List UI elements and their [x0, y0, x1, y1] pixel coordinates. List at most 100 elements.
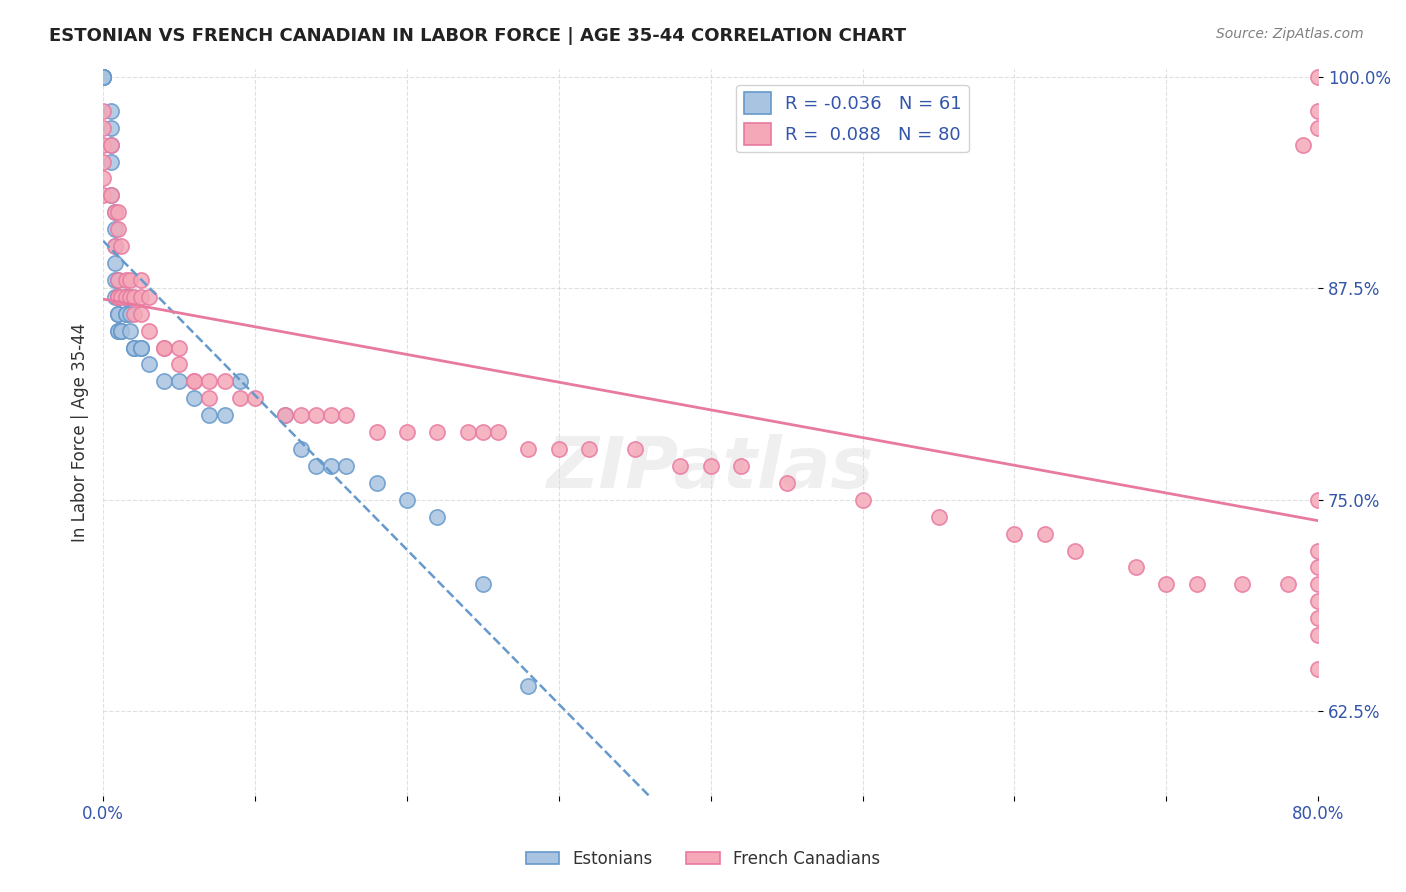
Point	[91, 120, 114, 135]
Point	[129, 341, 152, 355]
Point	[699, 458, 721, 473]
Point	[129, 273, 152, 287]
Point	[107, 273, 129, 287]
Point	[1308, 628, 1330, 642]
Point	[623, 442, 645, 456]
Point	[183, 375, 205, 389]
Point	[335, 458, 357, 473]
Point	[107, 290, 129, 304]
Point	[1292, 137, 1315, 152]
Point	[167, 341, 190, 355]
Point	[120, 273, 142, 287]
Point	[115, 290, 138, 304]
Point	[319, 409, 342, 423]
Point	[1277, 577, 1299, 591]
Point	[107, 290, 129, 304]
Point	[274, 409, 297, 423]
Point	[122, 290, 145, 304]
Point	[1308, 103, 1330, 118]
Point	[471, 425, 494, 439]
Point	[100, 154, 122, 169]
Point	[107, 307, 129, 321]
Point	[305, 409, 328, 423]
Point	[214, 375, 236, 389]
Point	[107, 324, 129, 338]
Point	[1308, 560, 1330, 574]
Point	[104, 205, 127, 219]
Point	[91, 70, 114, 84]
Point	[1156, 577, 1178, 591]
Point	[100, 188, 122, 202]
Point	[578, 442, 600, 456]
Point	[229, 375, 252, 389]
Point	[115, 273, 138, 287]
Point	[1125, 560, 1147, 574]
Point	[100, 137, 122, 152]
Point	[104, 205, 127, 219]
Point	[107, 307, 129, 321]
Point	[167, 358, 190, 372]
Point	[122, 307, 145, 321]
Point	[120, 290, 142, 304]
Point	[214, 409, 236, 423]
Text: ESTONIAN VS FRENCH CANADIAN IN LABOR FORCE | AGE 35-44 CORRELATION CHART: ESTONIAN VS FRENCH CANADIAN IN LABOR FOR…	[49, 27, 907, 45]
Point	[115, 290, 138, 304]
Text: Source: ZipAtlas.com: Source: ZipAtlas.com	[1216, 27, 1364, 41]
Point	[107, 307, 129, 321]
Legend: R = -0.036   N = 61, R =  0.088   N = 80: R = -0.036 N = 61, R = 0.088 N = 80	[737, 85, 969, 153]
Point	[290, 409, 312, 423]
Y-axis label: In Labor Force | Age 35-44: In Labor Force | Age 35-44	[72, 323, 89, 541]
Point	[107, 205, 129, 219]
Point	[115, 307, 138, 321]
Point	[91, 70, 114, 84]
Point	[471, 577, 494, 591]
Point	[104, 239, 127, 253]
Point	[486, 425, 509, 439]
Point	[243, 392, 266, 406]
Point	[107, 290, 129, 304]
Point	[104, 290, 127, 304]
Point	[290, 442, 312, 456]
Point	[1033, 526, 1056, 541]
Point	[122, 341, 145, 355]
Point	[775, 475, 797, 490]
Point	[100, 103, 122, 118]
Point	[104, 239, 127, 253]
Point	[107, 290, 129, 304]
Text: ZIPatlas: ZIPatlas	[547, 434, 875, 503]
Point	[198, 409, 221, 423]
Point	[1308, 577, 1330, 591]
Point	[100, 120, 122, 135]
Point	[129, 290, 152, 304]
Point	[1064, 543, 1087, 558]
Point	[107, 324, 129, 338]
Point	[335, 409, 357, 423]
Point	[305, 458, 328, 473]
Point	[115, 290, 138, 304]
Point	[91, 70, 114, 84]
Point	[129, 341, 152, 355]
Point	[426, 509, 449, 524]
Point	[107, 290, 129, 304]
Point	[1004, 526, 1026, 541]
Point	[547, 442, 569, 456]
Point	[1308, 611, 1330, 625]
Point	[91, 70, 114, 84]
Point	[115, 307, 138, 321]
Point	[928, 509, 950, 524]
Point	[110, 290, 132, 304]
Point	[198, 375, 221, 389]
Point	[120, 307, 142, 321]
Point	[1308, 543, 1330, 558]
Point	[366, 475, 388, 490]
Point	[669, 458, 692, 473]
Point	[91, 70, 114, 84]
Point	[91, 103, 114, 118]
Point	[395, 492, 418, 507]
Point	[110, 324, 132, 338]
Point	[730, 458, 752, 473]
Point	[120, 290, 142, 304]
Point	[110, 324, 132, 338]
Point	[517, 679, 540, 693]
Point	[153, 341, 176, 355]
